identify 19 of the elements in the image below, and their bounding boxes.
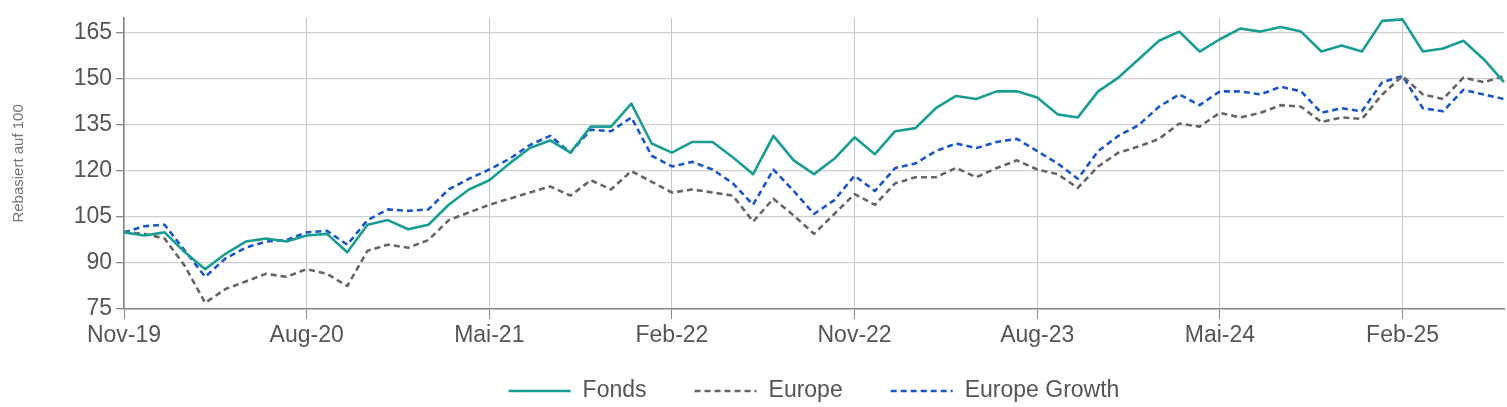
- y-tick-label: 90: [86, 248, 112, 275]
- y-tick-label: 75: [86, 294, 112, 321]
- legend-label: Europe: [768, 376, 843, 403]
- x-tick-label: Nov-22: [817, 321, 892, 348]
- y-tick-label: 150: [73, 64, 112, 91]
- y-tick-label: 105: [73, 202, 112, 229]
- x-tick-label: Nov-19: [86, 321, 162, 348]
- x-tick-label: Aug-20: [269, 321, 344, 348]
- y-tick-label: 135: [73, 110, 112, 137]
- y-axis-title: Rebasiert auf 100: [9, 104, 27, 223]
- legend-label: Fonds: [582, 376, 647, 403]
- x-tick-label: Mai-21: [454, 321, 525, 348]
- y-tick-label: 165: [73, 18, 112, 45]
- x-tick-label: Feb-25: [1366, 321, 1439, 348]
- x-tick-label: Mai-24: [1184, 321, 1256, 348]
- y-tick-label: 120: [73, 156, 112, 183]
- x-tick-label: Feb-22: [635, 321, 709, 348]
- x-tick-label: Aug-23: [1000, 321, 1075, 348]
- legend-label: Europe Growth: [964, 376, 1120, 403]
